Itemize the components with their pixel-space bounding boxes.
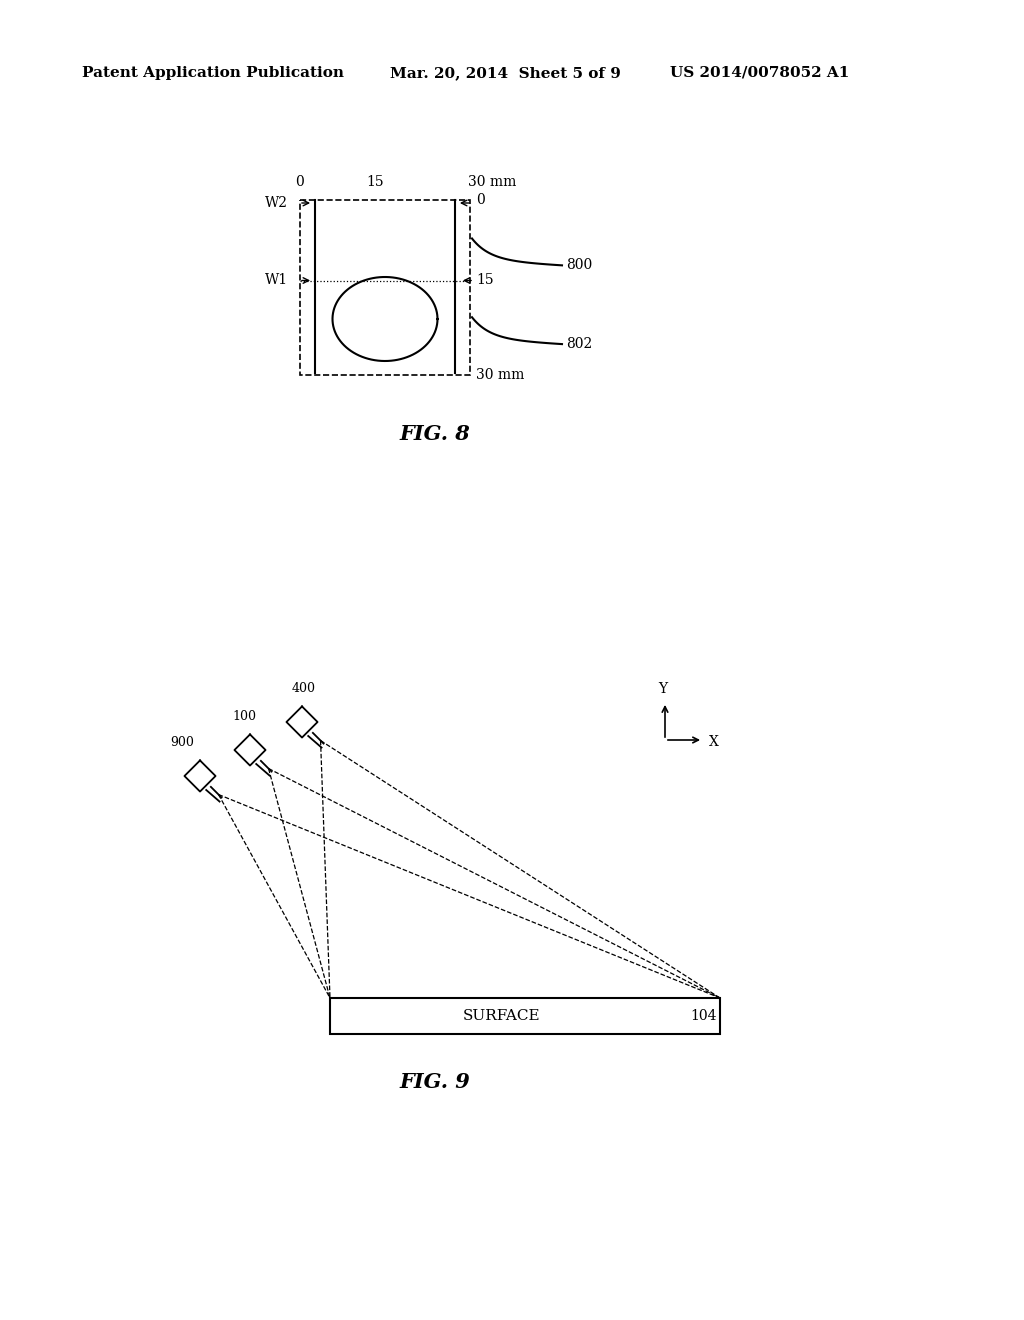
Text: Y: Y [658, 682, 668, 696]
Text: 104: 104 [691, 1008, 717, 1023]
Text: 0: 0 [296, 176, 304, 189]
Bar [300, 201, 470, 375]
Text: 30 mm: 30 mm [476, 368, 524, 381]
Text: 0: 0 [476, 193, 484, 207]
Text: FIG. 9: FIG. 9 [399, 1072, 470, 1092]
Text: 802: 802 [566, 337, 592, 351]
Text: Mar. 20, 2014  Sheet 5 of 9: Mar. 20, 2014 Sheet 5 of 9 [390, 66, 621, 81]
Text: 30 mm: 30 mm [468, 176, 516, 189]
Text: 800: 800 [566, 259, 592, 272]
Text: W1: W1 [265, 273, 288, 288]
Text: SURFACE: SURFACE [463, 1008, 541, 1023]
Text: US 2014/0078052 A1: US 2014/0078052 A1 [670, 66, 849, 81]
Text: FIG. 8: FIG. 8 [399, 424, 470, 444]
Text: X: X [709, 735, 719, 748]
Text: 900: 900 [170, 737, 194, 748]
Text: 100: 100 [232, 710, 256, 723]
Bar [330, 998, 720, 1034]
Text: 15: 15 [366, 176, 384, 189]
Text: Patent Application Publication: Patent Application Publication [82, 66, 344, 81]
Text: 400: 400 [292, 682, 316, 696]
Text: 15: 15 [476, 273, 494, 288]
Text: W2: W2 [265, 195, 288, 210]
